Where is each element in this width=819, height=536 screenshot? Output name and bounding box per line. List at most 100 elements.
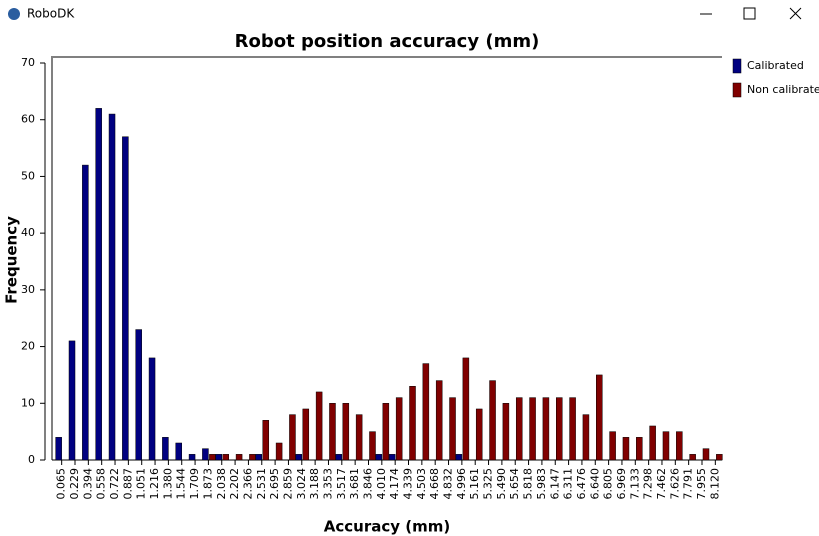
y-tick-label: 10 bbox=[21, 396, 35, 409]
bar bbox=[255, 454, 263, 461]
bar bbox=[148, 357, 156, 461]
bar bbox=[188, 454, 196, 461]
bar bbox=[662, 431, 670, 461]
bar bbox=[449, 397, 456, 461]
bar bbox=[375, 454, 383, 461]
bar bbox=[335, 454, 343, 461]
bar bbox=[82, 164, 89, 461]
bar bbox=[529, 397, 536, 461]
bar bbox=[649, 425, 656, 461]
bar bbox=[162, 437, 169, 461]
plot-frame bbox=[51, 56, 722, 460]
x-tick-label: 0.229 bbox=[68, 468, 81, 500]
y-tick-label: 20 bbox=[21, 340, 35, 353]
bar bbox=[122, 136, 129, 461]
bar bbox=[455, 454, 463, 461]
bar bbox=[289, 414, 296, 461]
bar bbox=[55, 437, 62, 461]
bar bbox=[702, 448, 710, 461]
bar bbox=[249, 454, 256, 461]
bar bbox=[409, 386, 416, 461]
x-tick-label: 3.517 bbox=[335, 468, 348, 500]
bar bbox=[215, 454, 222, 461]
legend-label: Non calibrated bbox=[747, 83, 819, 96]
x-tick-label: 3.188 bbox=[308, 468, 321, 500]
bar bbox=[676, 431, 683, 461]
x-tick-label: 5.818 bbox=[522, 468, 535, 500]
y-tick-label: 40 bbox=[21, 226, 35, 239]
bar bbox=[609, 431, 616, 461]
legend-swatch bbox=[732, 82, 742, 98]
x-tick-label: 7.955 bbox=[695, 468, 708, 500]
y-tick-label: 0 bbox=[28, 453, 35, 466]
x-tick-label: 0.065 bbox=[55, 468, 68, 500]
bar bbox=[222, 454, 229, 461]
bar bbox=[108, 113, 116, 461]
bar bbox=[315, 391, 323, 461]
x-tick-label: 5.983 bbox=[535, 468, 548, 500]
chart-title: Robot position accuracy (mm) bbox=[235, 31, 540, 52]
x-tick-label: 0.394 bbox=[81, 468, 94, 500]
bar bbox=[202, 448, 209, 461]
bar bbox=[355, 414, 363, 461]
bar bbox=[275, 442, 283, 461]
close-button[interactable] bbox=[789, 7, 802, 20]
bar bbox=[382, 403, 390, 461]
x-tick-label: 6.805 bbox=[602, 468, 615, 500]
x-tick-label: 4.832 bbox=[442, 468, 455, 500]
bar bbox=[135, 329, 142, 461]
x-tick-label: 5.490 bbox=[495, 468, 508, 500]
x-tick-label: 5.325 bbox=[482, 468, 495, 500]
y-tick-label: 50 bbox=[21, 169, 35, 182]
x-tick-label: 1.380 bbox=[161, 468, 174, 500]
bar bbox=[515, 397, 523, 461]
x-tick-label: 1.051 bbox=[135, 468, 148, 500]
legend-swatch bbox=[732, 58, 742, 74]
x-tick-label: 4.996 bbox=[455, 468, 468, 500]
bar bbox=[175, 442, 182, 461]
bar bbox=[689, 454, 696, 461]
x-tick-label: 1.709 bbox=[188, 468, 201, 500]
bar bbox=[388, 454, 396, 461]
x-tick-label: 1.216 bbox=[148, 468, 161, 500]
x-tick-label: 5.654 bbox=[508, 468, 521, 500]
x-tick-label: 7.133 bbox=[628, 468, 641, 500]
x-tick-label: 4.339 bbox=[402, 468, 415, 500]
bar bbox=[636, 437, 643, 461]
x-tick-label: 2.531 bbox=[255, 468, 268, 500]
bar bbox=[235, 454, 243, 461]
x-tick-label: 0.887 bbox=[121, 468, 134, 500]
x-tick-label: 8.120 bbox=[708, 468, 721, 500]
x-tick-label: 6.476 bbox=[575, 468, 588, 500]
maximize-button[interactable] bbox=[743, 7, 756, 20]
x-tick-label: 0.558 bbox=[95, 468, 108, 500]
x-tick-label: 1.544 bbox=[175, 468, 188, 500]
bar bbox=[622, 437, 630, 461]
x-tick-label: 7.626 bbox=[668, 468, 681, 500]
x-tick-label: 5.161 bbox=[468, 468, 481, 500]
x-tick-label: 7.298 bbox=[642, 468, 655, 500]
bar bbox=[329, 403, 336, 461]
bar bbox=[395, 397, 403, 461]
x-tick-label: 2.202 bbox=[228, 468, 241, 500]
x-tick-label: 0.722 bbox=[108, 468, 121, 500]
bar bbox=[582, 414, 590, 461]
bar bbox=[475, 408, 483, 461]
bar bbox=[68, 340, 76, 461]
x-tick-label: 6.640 bbox=[588, 468, 601, 500]
bar bbox=[596, 374, 603, 461]
x-tick-label: 4.668 bbox=[428, 468, 441, 500]
bar bbox=[489, 380, 496, 461]
y-tick-label: 60 bbox=[21, 113, 35, 126]
x-tick-label: 1.873 bbox=[201, 468, 214, 500]
bar bbox=[542, 397, 550, 461]
bar bbox=[369, 431, 376, 461]
bar bbox=[422, 363, 430, 461]
y-tick-label: 70 bbox=[21, 56, 35, 69]
x-tick-label: 4.010 bbox=[375, 468, 388, 500]
y-axis-title: Frequency bbox=[3, 216, 21, 304]
x-tick-label: 3.024 bbox=[295, 468, 308, 500]
bar bbox=[295, 454, 303, 461]
x-tick-label: 3.681 bbox=[348, 468, 361, 500]
